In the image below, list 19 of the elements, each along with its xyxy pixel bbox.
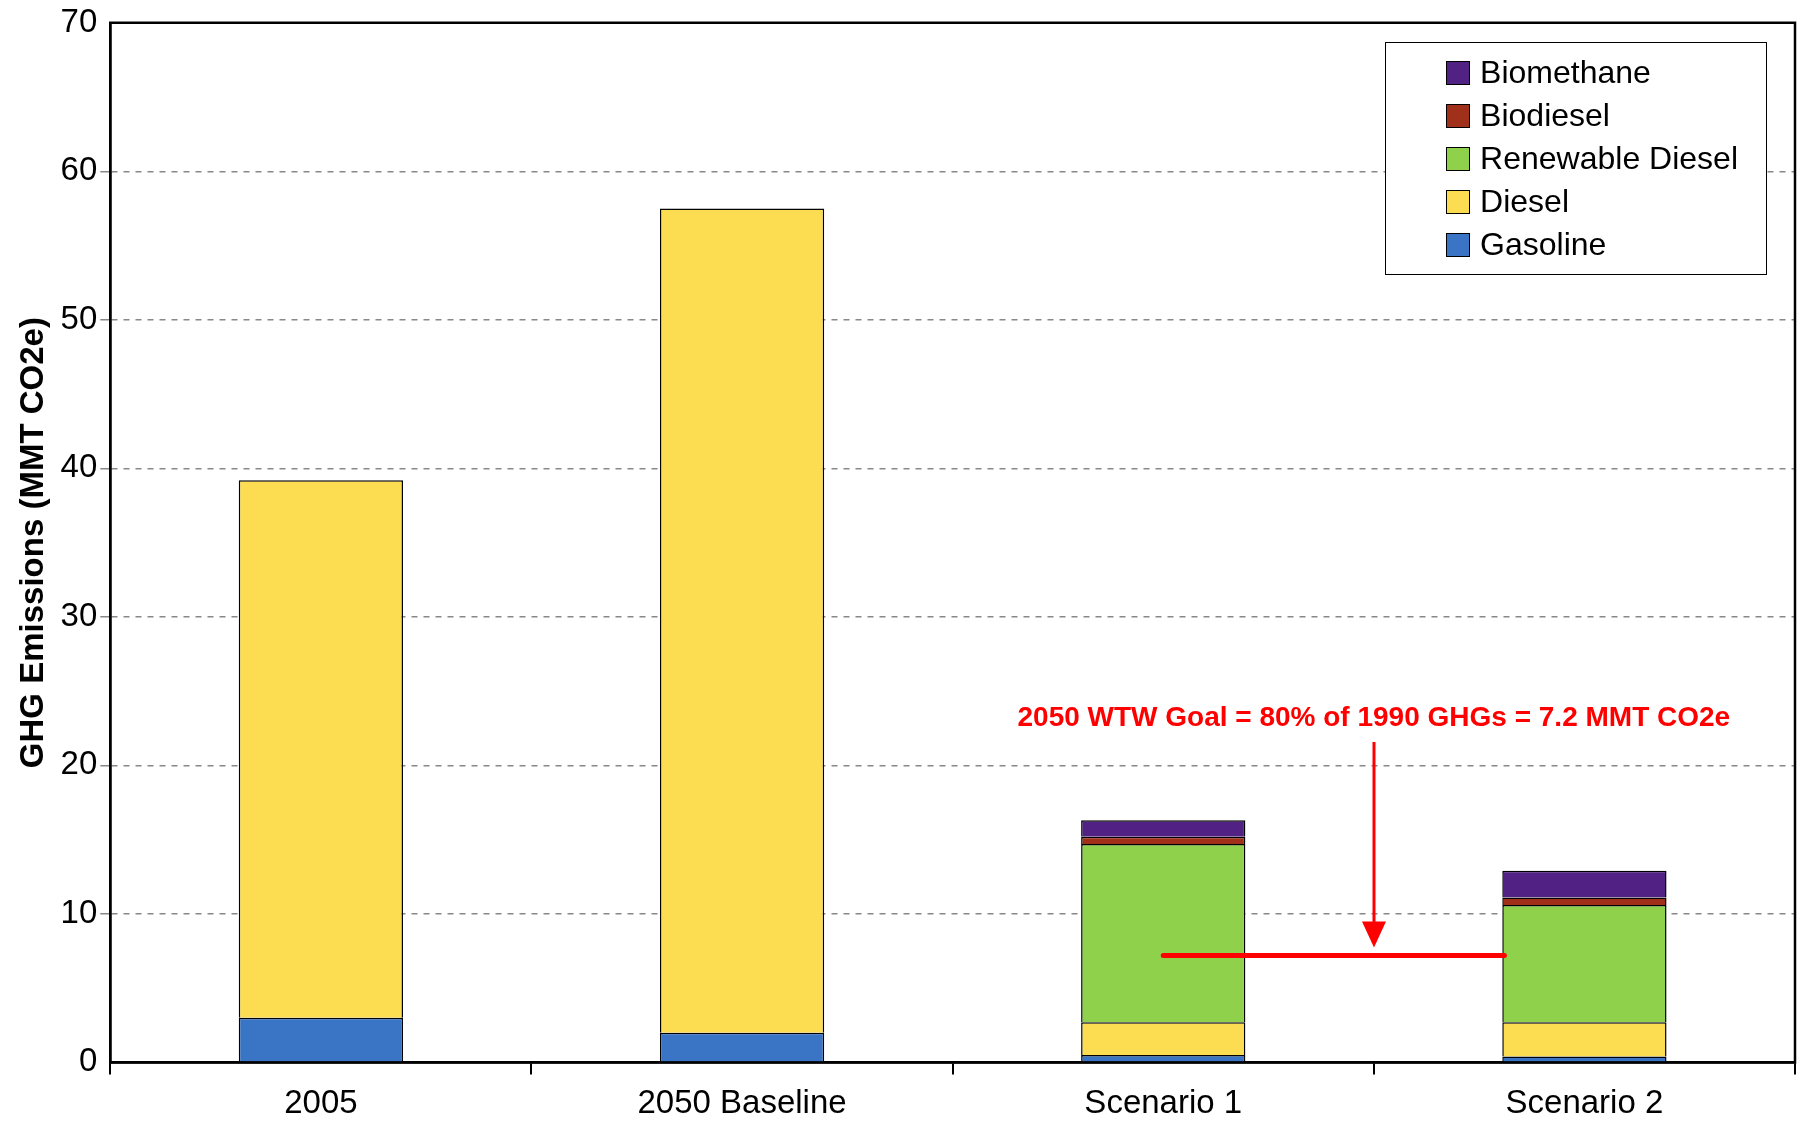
x-tick-label: Scenario 2 — [1505, 1083, 1664, 1121]
y-tick-label: 70 — [60, 1, 98, 39]
legend-label: Biomethane — [1480, 53, 1651, 92]
ref-line-label: 2050 WTW Goal = 80% of 1990 GHGs = 7.2 MMT CO2e — [1017, 700, 1731, 732]
legend-label: Renewable Diesel — [1480, 139, 1738, 178]
y-tick-label: 0 — [78, 1041, 98, 1079]
y-tick-label: 30 — [60, 595, 98, 633]
legend-label: Gasoline — [1480, 225, 1607, 264]
y-tick-label: 60 — [60, 150, 98, 188]
y-tick-label: 10 — [60, 892, 98, 930]
x-tick-label: 2050 Baseline — [637, 1083, 847, 1121]
x-tick-label: 2005 — [284, 1083, 358, 1121]
y-axis-title: GHG Emissions (MMT CO2e) — [12, 317, 50, 769]
y-tick-label: 20 — [60, 744, 98, 782]
y-tick-label: 40 — [60, 447, 98, 485]
x-tick-label: Scenario 1 — [1084, 1083, 1243, 1121]
legend-label: Biodiesel — [1480, 96, 1610, 135]
y-tick-label: 50 — [60, 298, 98, 336]
legend-label: Diesel — [1480, 182, 1569, 221]
